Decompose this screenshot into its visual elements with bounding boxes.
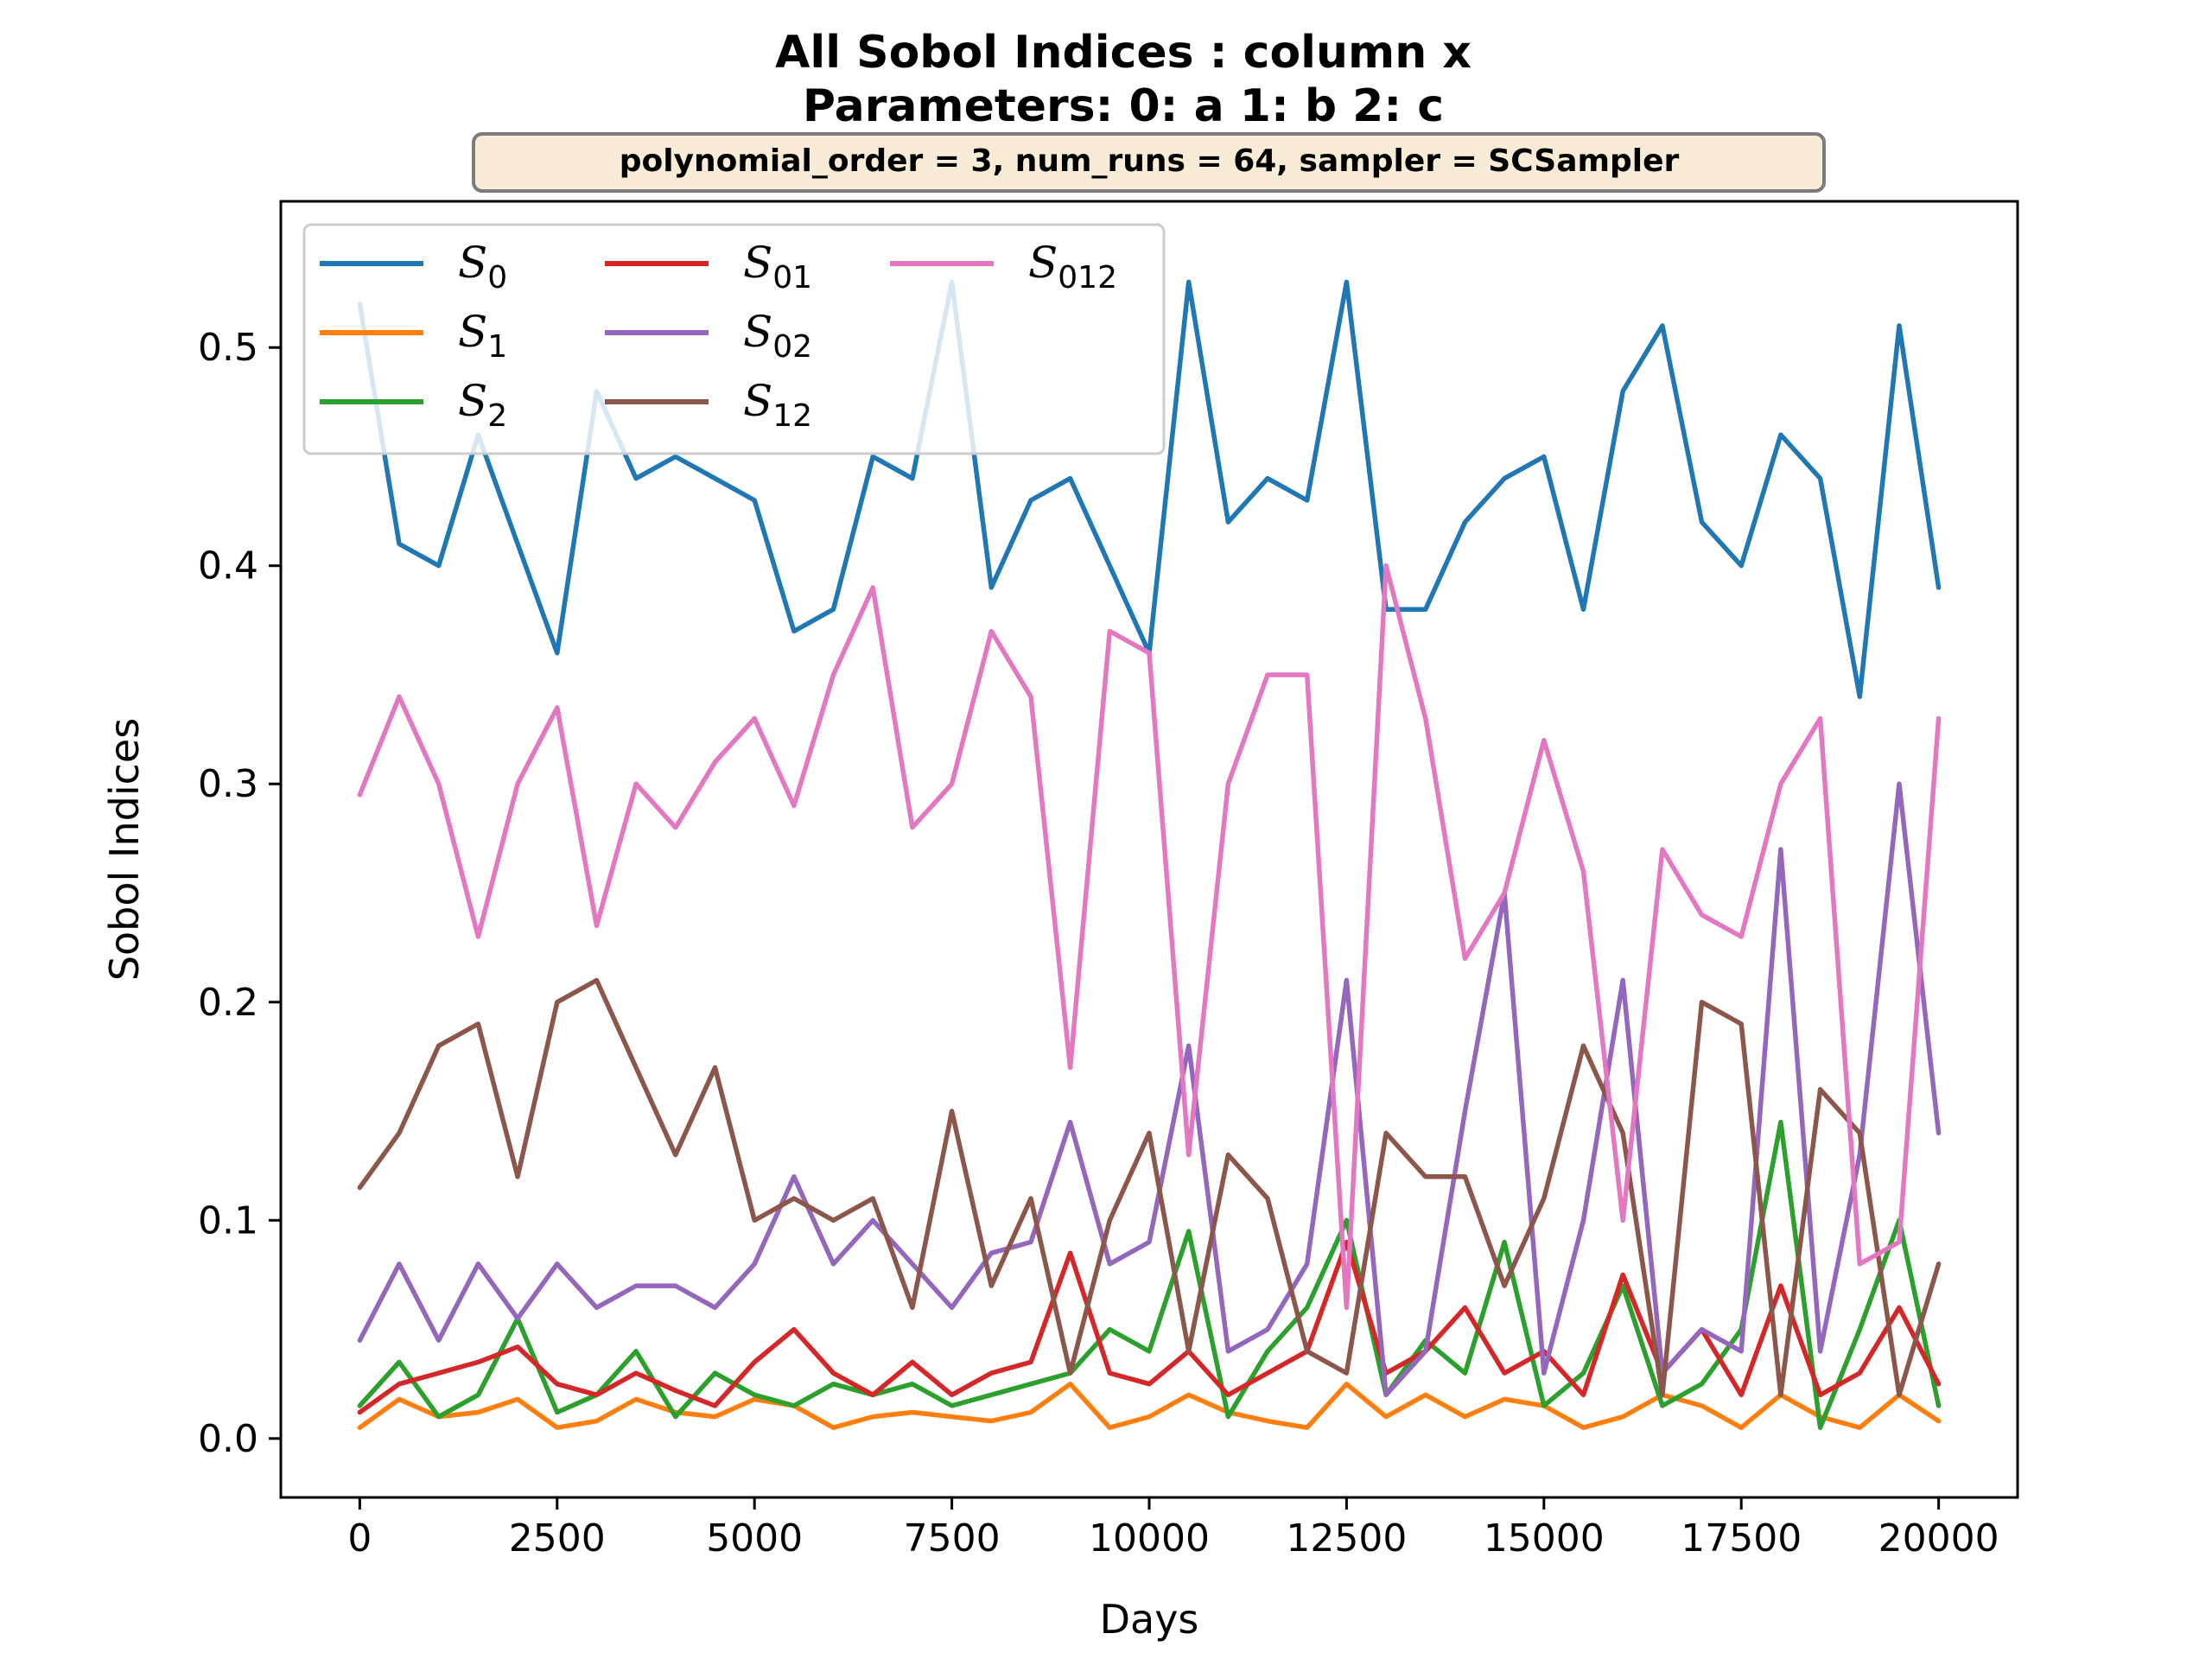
chart-subtitle: Parameters: 0: a 1: b 2: c (803, 80, 1444, 132)
x-axis: 0 2500 5000 7500 10000 12500 15000 17500 20000 (347, 1497, 1999, 1560)
legend-label-s02: S02 (743, 307, 812, 365)
x-tick-label: 7500 (904, 1516, 1001, 1560)
legend-label-s0: S0 (458, 238, 507, 296)
legend-label-s1: S1 (458, 307, 507, 365)
legend-label-s012: S012 (1028, 238, 1117, 296)
series-line-s02 (357, 781, 1942, 1398)
y-axis: 0.0 0.1 0.2 0.3 0.4 0.5 (198, 326, 281, 1461)
y-tick-label: 0.1 (198, 1198, 258, 1243)
x-tick-label: 0 (347, 1516, 372, 1560)
x-tick-label: 5000 (706, 1516, 803, 1560)
series-line-s1 (357, 1381, 1942, 1430)
x-axis-label: Days (1100, 1596, 1199, 1643)
x-tick-label: 12500 (1286, 1516, 1407, 1560)
chart-title: All Sobol Indices : column x (775, 27, 1471, 79)
x-tick-label: 10000 (1089, 1516, 1210, 1560)
x-tick-label: 2500 (509, 1516, 606, 1560)
x-tick-label: 15000 (1484, 1516, 1605, 1560)
y-tick-label: 0.3 (198, 762, 258, 806)
y-tick-label: 0.2 (198, 981, 258, 1025)
x-tick-label: 17500 (1681, 1516, 1802, 1560)
x-tick-label: 20000 (1878, 1516, 1999, 1560)
legend-label-s2: S2 (458, 376, 507, 434)
series-line-s2 (357, 1119, 1942, 1430)
parameter-box (472, 132, 1826, 193)
series-line-s012 (357, 563, 1942, 1311)
legend-box (302, 223, 1166, 455)
parameter-box-text: polynomial_order = 3, num_runs = 64, sam… (620, 143, 1680, 179)
legend: S0 S1 S2 S01 S02 S12 S012 (302, 223, 1166, 455)
y-axis-label: Sobol Indices (101, 718, 148, 981)
y-tick-label: 0.0 (198, 1417, 258, 1461)
legend-label-s01: S01 (743, 238, 812, 296)
y-tick-label: 0.5 (198, 326, 258, 370)
y-tick-label: 0.4 (198, 544, 258, 588)
series-line-s12 (357, 977, 1942, 1398)
legend-label-s12: S12 (743, 376, 812, 434)
